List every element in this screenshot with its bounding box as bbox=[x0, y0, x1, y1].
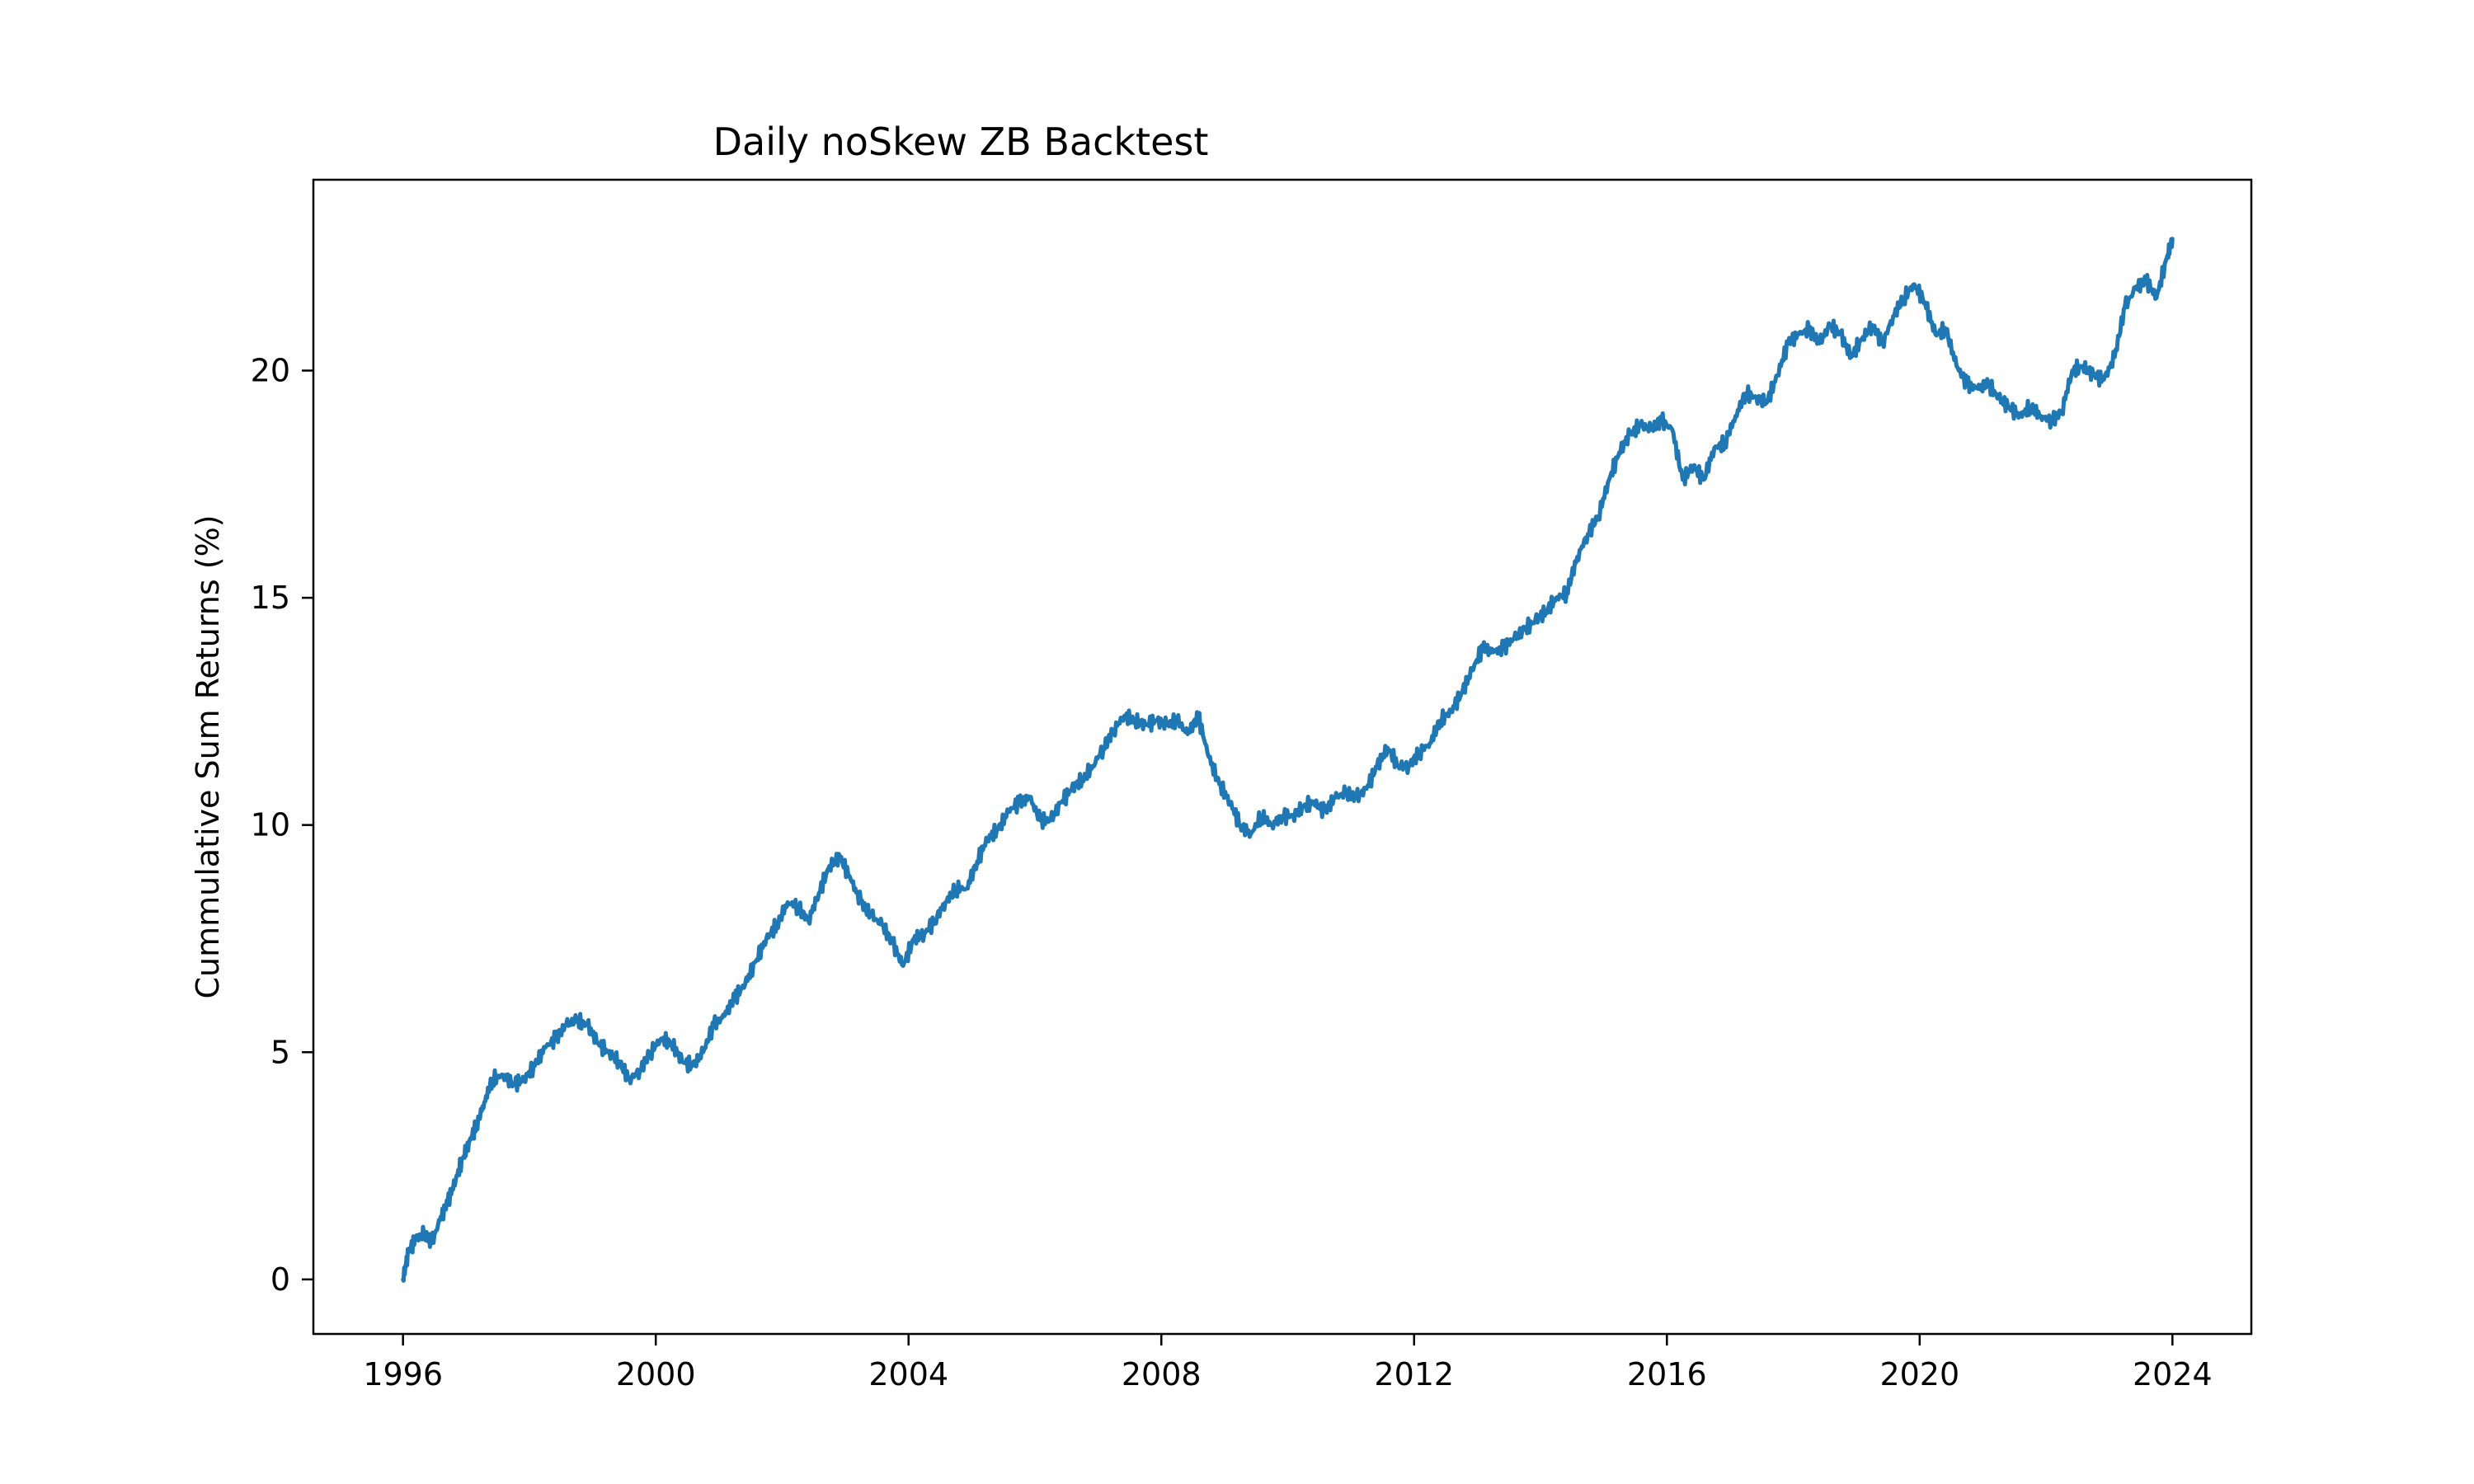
series-line bbox=[401, 237, 2175, 1283]
chart-title: Daily noSkew ZB Backtest bbox=[713, 120, 1209, 164]
x-tick-label: 2000 bbox=[616, 1356, 696, 1392]
plot-frame bbox=[312, 178, 2253, 1336]
y-tick-label: 5 bbox=[270, 1034, 290, 1070]
x-tick-label: 2012 bbox=[1374, 1356, 1454, 1392]
y-tick-label: 20 bbox=[251, 352, 290, 388]
x-tick-label: 2004 bbox=[868, 1356, 948, 1392]
y-tick-label: 10 bbox=[251, 807, 290, 843]
y-axis-label: Cummulative Sum Returns (%) bbox=[190, 514, 226, 998]
x-axis-ticks: 1996 2000 2004 2008 2012 2016 2020 2024 bbox=[363, 1334, 2213, 1392]
x-tick-label: 2024 bbox=[2133, 1356, 2213, 1392]
x-tick-label: 2008 bbox=[1122, 1356, 1202, 1392]
x-tick-label: 2016 bbox=[1627, 1356, 1707, 1392]
y-axis-ticks: 0 5 10 15 20 bbox=[251, 352, 313, 1298]
x-tick-label: 1996 bbox=[363, 1356, 443, 1392]
y-tick-label: 0 bbox=[270, 1261, 290, 1298]
x-tick-label: 2020 bbox=[1879, 1356, 1959, 1392]
y-tick-label: 15 bbox=[251, 580, 290, 616]
